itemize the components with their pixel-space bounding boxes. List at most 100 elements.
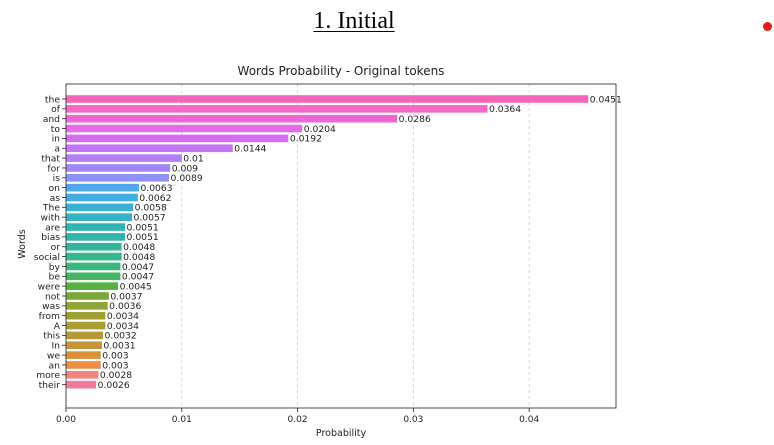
slide-heading: 1. Initial [313, 8, 395, 34]
category-label: The [42, 203, 60, 214]
bar [66, 311, 106, 320]
category-label: as [50, 193, 61, 204]
data-label: 0.0063 [140, 183, 172, 194]
category-label: with [41, 213, 61, 224]
category-label: more [36, 370, 60, 381]
data-label: 0.0034 [107, 311, 139, 322]
bar [66, 144, 233, 153]
data-label: 0.0062 [139, 193, 171, 204]
category-label: by [49, 262, 61, 273]
data-label: 0.0089 [171, 173, 203, 184]
bar [66, 341, 102, 350]
data-label: 0.0034 [107, 321, 139, 332]
x-tick-label: 0.00 [56, 415, 76, 425]
bar [66, 282, 119, 290]
category-label: on [49, 183, 61, 194]
x-tick-label: 0.01 [172, 415, 192, 425]
category-label: In [51, 341, 60, 352]
data-label: 0.0026 [98, 380, 130, 391]
y-axis-label: Words [17, 229, 28, 258]
category-label: this [43, 331, 60, 342]
bar [66, 134, 289, 143]
category-label: was [42, 301, 60, 312]
data-label: 0.0051 [127, 222, 159, 233]
category-labels: theofandtoinathatforisonasThewitharebias… [34, 94, 66, 391]
bar [66, 361, 101, 369]
bar [66, 95, 589, 103]
bar [66, 105, 488, 113]
data-label: 0.0058 [135, 203, 167, 214]
category-label: we [47, 350, 61, 361]
bar [66, 223, 126, 231]
category-label: social [34, 252, 60, 263]
category-label: were [38, 281, 61, 292]
data-label: 0.0451 [590, 94, 622, 105]
bar [66, 380, 97, 389]
category-label: is [53, 173, 61, 184]
category-label: to [51, 124, 61, 135]
bars [66, 95, 589, 389]
data-label: 0.01 [183, 153, 203, 164]
category-label: an [49, 360, 61, 371]
red-dot-marker [763, 22, 772, 31]
category-label: that [41, 153, 60, 164]
bar [66, 252, 122, 261]
bar [66, 213, 132, 221]
data-label: 0.0051 [127, 232, 159, 243]
x-ticks: 0.00 0.01 0.02 0.03 0.04 [56, 408, 539, 425]
data-label: 0.0286 [399, 114, 431, 125]
category-label: for [47, 163, 60, 174]
category-label: the [45, 94, 60, 105]
data-label: 0.0192 [290, 134, 322, 145]
x-tick-label: 0.04 [519, 415, 539, 425]
category-label: in [52, 134, 61, 145]
bar [66, 193, 138, 202]
data-label: 0.0048 [123, 252, 155, 263]
data-label: 0.0028 [100, 370, 132, 381]
category-label: of [51, 104, 61, 115]
bar [66, 302, 108, 310]
data-label: 0.0204 [304, 124, 336, 135]
bar [66, 114, 398, 123]
bar [66, 164, 171, 172]
category-label: A [54, 321, 61, 332]
x-tick-label: 0.02 [288, 415, 308, 425]
data-label: 0.0031 [103, 341, 135, 352]
category-label: from [39, 311, 60, 322]
category-label: are [45, 222, 60, 233]
bar [66, 292, 109, 300]
bar [66, 124, 303, 133]
data-label: 0.0047 [122, 272, 154, 283]
data-label: 0.0144 [234, 144, 266, 155]
data-label: 0.0036 [109, 301, 141, 312]
bar [66, 351, 101, 359]
x-tick-label: 0.03 [403, 415, 423, 425]
data-label: 0.0057 [134, 213, 166, 224]
data-label: 0.003 [102, 360, 128, 371]
category-label: and [43, 114, 60, 125]
category-label: not [45, 291, 60, 302]
bar [66, 272, 121, 281]
data-label: 0.0037 [110, 291, 142, 302]
bar [66, 242, 122, 251]
category-label: bias [41, 232, 60, 243]
bar [66, 203, 134, 212]
data-label: 0.0032 [105, 331, 137, 342]
data-label: 0.0045 [120, 281, 152, 292]
bar [66, 233, 126, 241]
bar [66, 331, 104, 340]
chart-title: Words Probability - Original tokens [238, 64, 445, 78]
bar [66, 371, 99, 379]
bar [66, 183, 139, 192]
category-label: their [39, 380, 61, 391]
category-label: be [49, 272, 61, 283]
bar [66, 321, 106, 330]
data-label: 0.0047 [122, 262, 154, 273]
bar [66, 174, 170, 182]
bar [66, 262, 121, 271]
data-label: 0.009 [172, 163, 198, 174]
data-label: 0.003 [102, 350, 128, 361]
plot-frame [65, 83, 617, 409]
